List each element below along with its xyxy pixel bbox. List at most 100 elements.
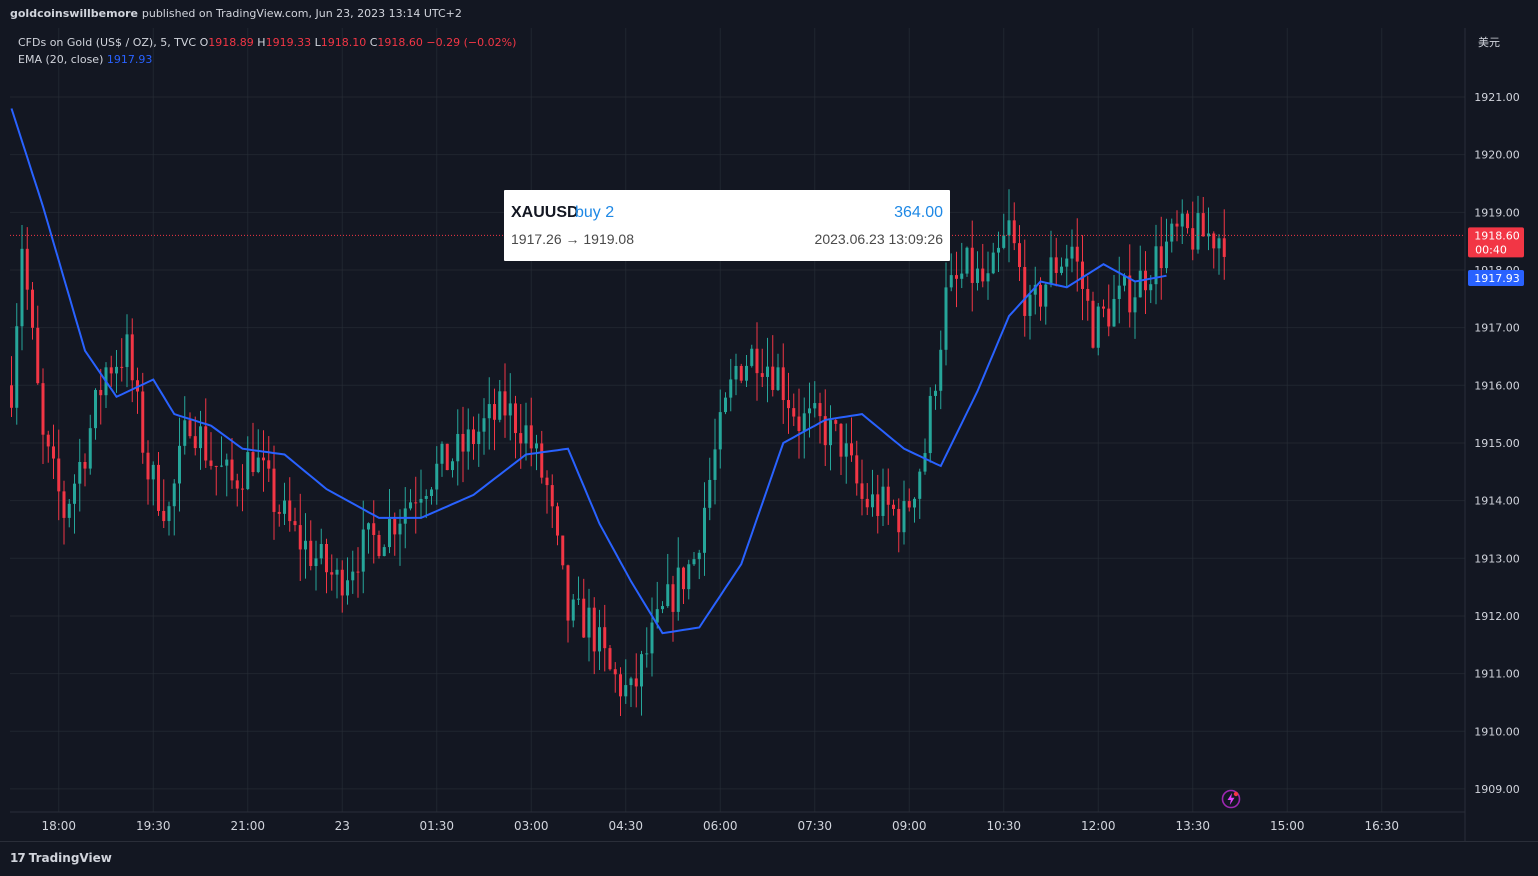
candle-body: [697, 552, 701, 560]
candle-body: [629, 678, 633, 686]
candle-body: [230, 459, 234, 481]
candle-body: [682, 567, 685, 590]
candle-body: [1102, 306, 1105, 309]
currency-label[interactable]: 美元: [1478, 36, 1500, 49]
candle-body: [661, 606, 664, 610]
y-tick-label: 1913.00: [1474, 552, 1520, 565]
candle-body: [755, 348, 759, 374]
y-tick-label: 1916.00: [1474, 379, 1520, 392]
candle-body: [871, 494, 874, 508]
publisher-name[interactable]: goldcoinswillbemore: [10, 7, 139, 20]
candle-body: [472, 429, 475, 445]
candle-body: [1112, 298, 1116, 327]
candle-body: [1154, 246, 1158, 285]
candle-body: [792, 408, 796, 417]
candle-body: [855, 455, 859, 484]
candle-body: [913, 498, 916, 508]
candle-body: [78, 462, 82, 484]
candle-body: [361, 529, 365, 572]
candle-body: [235, 480, 239, 489]
legend-high: 1919.33: [265, 36, 312, 49]
candle-body: [193, 436, 197, 449]
candle-body: [330, 572, 334, 575]
candle-body: [340, 569, 344, 596]
candle-body: [776, 367, 780, 390]
candle-body: [1002, 235, 1006, 248]
countdown-value: 00:40: [1475, 243, 1507, 256]
candle-body: [640, 654, 643, 687]
y-tick-label: 1915.00: [1474, 437, 1520, 450]
candle-body: [1033, 284, 1037, 295]
legend-ema[interactable]: EMA (20, close) 1917.93: [18, 53, 152, 66]
lightning-icon[interactable]: [1221, 789, 1241, 809]
legend-change: −0.29 (−0.02%): [426, 36, 517, 49]
candle-body: [571, 599, 575, 621]
candle-body: [692, 559, 696, 565]
legend-symbol[interactable]: CFDs on Gold (US$ / OZ), 5, TVC O1918.89…: [18, 36, 516, 49]
candle-body: [172, 483, 176, 507]
candle-body: [388, 518, 391, 548]
candle-body: [466, 429, 470, 452]
candle-body: [918, 471, 922, 499]
ema-line: [10, 108, 1167, 635]
trade-symbol: XAUUSD: [511, 204, 579, 221]
candle-body: [666, 584, 670, 607]
candle-body: [540, 443, 544, 478]
candle-body: [482, 418, 486, 432]
x-tick-label: 13:30: [1175, 819, 1210, 833]
candle-body: [246, 452, 250, 490]
x-tick-label: 09:00: [892, 819, 927, 833]
y-tick-label: 1912.00: [1474, 610, 1520, 623]
candle-body: [514, 403, 517, 434]
candle-body: [424, 495, 428, 499]
last-price-tag: [1468, 227, 1524, 258]
candle-body: [130, 334, 134, 381]
candle-body: [844, 443, 848, 457]
candle-body: [1138, 270, 1142, 298]
candle-body: [823, 416, 827, 446]
candle-body: [1075, 246, 1079, 262]
candle-body: [1049, 257, 1053, 285]
candle-body: [162, 510, 166, 522]
candle-body: [141, 391, 145, 453]
candle-body: [487, 404, 491, 419]
candle-body: [451, 461, 454, 471]
candle-body: [52, 446, 55, 459]
candle-body: [928, 395, 932, 454]
candle-body: [970, 247, 974, 283]
legend-low: 1918.10: [320, 36, 367, 49]
grid-lines: [10, 28, 1465, 812]
candle-body: [293, 521, 297, 526]
candle-body: [188, 420, 192, 437]
candle-body: [262, 457, 265, 461]
candle-body: [256, 457, 260, 473]
candle-body: [20, 248, 24, 327]
candle-body: [151, 464, 155, 480]
x-tick-label: 06:00: [703, 819, 738, 833]
candle-body: [430, 489, 433, 496]
trade-prices: 1917.26 → 1919.08: [511, 231, 634, 247]
x-tick-label: 03:00: [514, 819, 549, 833]
tradingview-logo[interactable]: 17 TradingView: [10, 851, 112, 865]
candle-body: [414, 502, 418, 504]
x-tick-label: 16:30: [1364, 819, 1399, 833]
candle-body: [272, 468, 276, 512]
candle-body: [598, 627, 601, 652]
candle-body: [1065, 258, 1069, 267]
candle-body: [718, 412, 722, 450]
footer-bar: 17 TradingView: [0, 841, 1538, 876]
candle-body: [561, 535, 565, 566]
candle-body: [351, 571, 355, 581]
candle-body: [456, 433, 460, 462]
candle-body: [1023, 267, 1027, 316]
x-tick-label: 04:30: [608, 819, 643, 833]
candle-body: [67, 503, 71, 518]
candle-body: [613, 669, 617, 675]
candle-body: [146, 452, 150, 480]
candle-body: [1007, 220, 1011, 236]
candle-body: [1165, 241, 1168, 269]
y-tick-label: 1914.00: [1474, 495, 1520, 508]
x-tick-label: 07:30: [797, 819, 832, 833]
candle-body: [1054, 257, 1058, 273]
